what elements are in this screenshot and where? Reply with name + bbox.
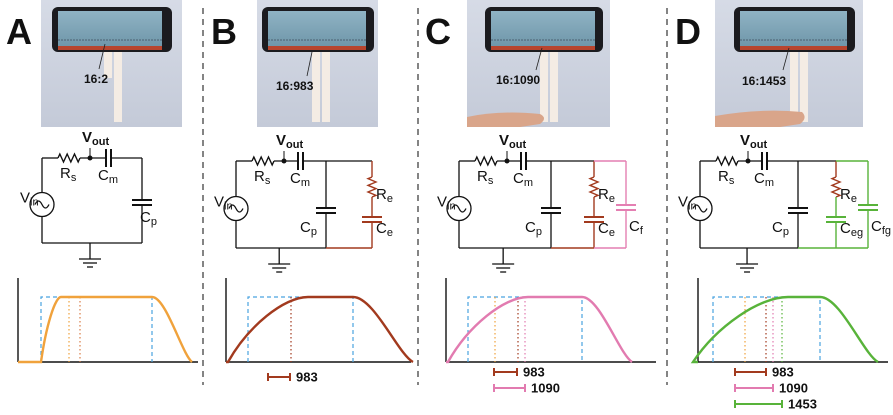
panel-letter-b: B xyxy=(211,11,237,52)
plot-a xyxy=(17,278,198,364)
cp-label-d: Cp xyxy=(772,219,789,238)
legend-label-b-0: 983 xyxy=(296,370,318,385)
vin-source-c-wave xyxy=(451,204,467,213)
output-curve-c xyxy=(446,295,633,364)
cf-label-d: Cfg xyxy=(871,218,891,237)
vin-source-a-wave xyxy=(34,200,50,209)
legend-label-c-0: 983 xyxy=(523,365,545,380)
re-resistor-c xyxy=(588,176,600,198)
vin-label-c: Vin xyxy=(437,194,456,213)
cp-label-a: Cp xyxy=(140,209,157,228)
vin-label-b: Vin xyxy=(214,194,233,213)
photo-d: 16:1453 xyxy=(715,0,863,127)
re-label-b: Re xyxy=(376,186,393,205)
vout-label-c: Vout xyxy=(499,132,526,151)
vout-label-a: Vout xyxy=(82,129,109,148)
ce-label-b: Ce xyxy=(376,220,393,239)
vout-label-b: Vout xyxy=(276,132,303,151)
photo-c: 16:1090 xyxy=(467,0,610,127)
panel-letter-d: D xyxy=(675,11,701,52)
plot-b xyxy=(225,278,414,364)
legend-label-d-1: 1090 xyxy=(779,381,808,396)
panel-letter-c: C xyxy=(425,11,451,52)
vin-source-b-wave xyxy=(228,204,244,213)
input-pulse-d xyxy=(712,296,821,362)
input-pulse-b xyxy=(247,296,354,362)
re-resistor-b xyxy=(366,176,378,198)
phone-label-d: 16:1453 xyxy=(742,74,786,88)
rs-resistor-c xyxy=(474,155,498,167)
photo-b: 16:983 xyxy=(257,0,378,127)
plot-d xyxy=(690,278,888,364)
rs-resistor-a xyxy=(57,152,81,164)
cf-label-c: Cf xyxy=(629,218,644,237)
input-pulse-a xyxy=(40,296,153,362)
panel-letter-a: A xyxy=(6,11,32,52)
legend-label-d-0: 983 xyxy=(772,365,794,380)
vin-source-d-wave xyxy=(692,204,708,213)
re-label-d: Re xyxy=(840,186,857,205)
plot-c xyxy=(445,278,656,364)
rs-label-a: Rs xyxy=(60,165,77,184)
output-curve-d xyxy=(690,295,879,364)
re-resistor-d xyxy=(830,176,842,198)
rs-resistor-d xyxy=(715,155,739,167)
phone-label-c: 16:1090 xyxy=(496,73,540,87)
vin-label-d: Vin xyxy=(678,194,697,213)
legend-label-d-2: 1453 xyxy=(788,397,817,412)
cm-label-c: Cm xyxy=(513,170,533,189)
output-curve-b xyxy=(226,295,414,364)
vin-label-a: Vin xyxy=(20,190,39,209)
phone-label-b: 16:983 xyxy=(276,79,314,93)
cp-label-b: Cp xyxy=(300,219,317,238)
cp-label-c: Cp xyxy=(525,219,542,238)
vout-label-d: Vout xyxy=(740,132,767,151)
rs-resistor-b xyxy=(251,155,275,167)
circuit-c: Vin Vout Rs Cm Cp Re Ce Cf xyxy=(437,132,644,273)
circuit-b: Vin Vout Rs Cm Cp Re Ce xyxy=(214,132,393,273)
rs-label-d: Rs xyxy=(718,168,735,187)
legend-label-c-1: 1090 xyxy=(531,381,560,396)
output-curve-a xyxy=(18,295,193,364)
legend-b: 983 xyxy=(267,370,318,385)
ce-label-c: Ce xyxy=(598,220,615,239)
cm-label-b: Cm xyxy=(290,170,310,189)
rs-label-c: Rs xyxy=(477,168,494,187)
photo-a: 16:2 xyxy=(41,0,182,127)
circuit-a: Vin Vout Rs Cm Cp xyxy=(20,129,157,268)
cm-label-a: Cm xyxy=(98,167,118,186)
cm-label-d: Cm xyxy=(754,170,774,189)
rs-label-b: Rs xyxy=(254,168,271,187)
phone-label-a: 16:2 xyxy=(84,72,108,86)
circuit-d: Vin Vout Rs Cm Cp Re Ceg Cfg xyxy=(678,132,891,273)
ce-label-d: Ceg xyxy=(840,220,863,239)
re-label-c: Re xyxy=(598,186,615,205)
